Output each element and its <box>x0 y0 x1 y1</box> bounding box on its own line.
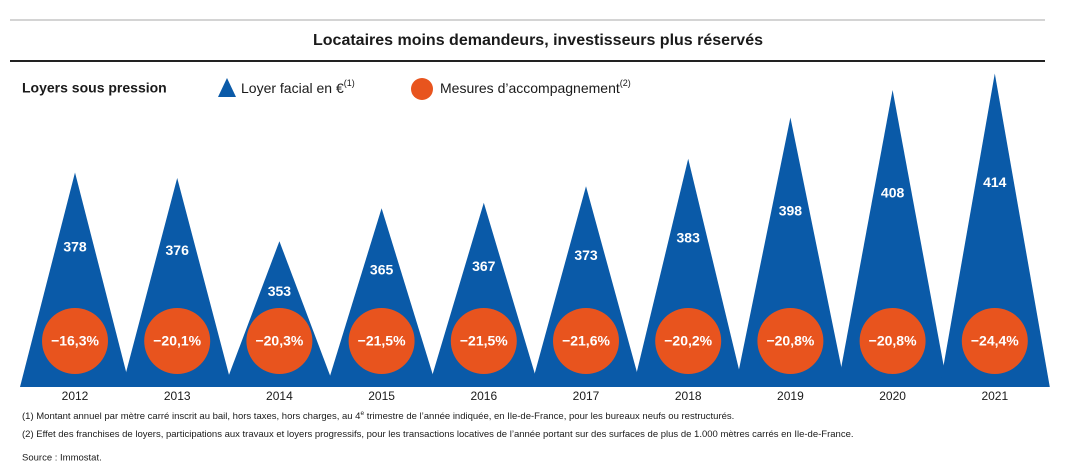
x-tick-label: 2014 <box>266 389 293 403</box>
legend-triangle <box>218 78 236 97</box>
subtitle: Loyers sous pression <box>22 80 167 96</box>
x-tick-label: 2016 <box>470 389 497 403</box>
rent-label: 373 <box>574 247 598 263</box>
rent-label: 367 <box>472 258 496 274</box>
x-tick-label: 2017 <box>573 389 600 403</box>
incentive-circle <box>246 308 313 374</box>
incentive-circle <box>655 308 722 374</box>
footnote-part: trimestre de l’année indiquée, en Ile-de… <box>364 411 734 422</box>
rent-label: 398 <box>779 203 803 219</box>
rent-triangle <box>735 117 846 387</box>
incentive-circle <box>859 308 926 374</box>
chart-title: Locataires moins demandeurs, investisseu… <box>313 32 763 49</box>
rent-label: 383 <box>677 229 701 245</box>
incentive-label: −21,5% <box>460 333 508 349</box>
incentive-label: −20,8% <box>869 333 917 349</box>
legend-note: (2) <box>620 78 631 88</box>
incentive-label: −20,8% <box>766 333 814 349</box>
rent-label: 376 <box>166 242 190 258</box>
footnote: (1) Montant annuel par mètre carré inscr… <box>22 410 734 422</box>
footnote-part: e <box>360 410 364 417</box>
legend-name: Mesures d’accompagnement <box>440 80 620 96</box>
footnote: (2) Effet des franchises de loyers, part… <box>22 429 854 440</box>
legend-note: (1) <box>344 78 355 88</box>
incentive-label: −20,1% <box>153 333 201 349</box>
incentive-label: −20,3% <box>255 333 303 349</box>
incentive-circle <box>42 308 108 374</box>
incentive-circle <box>348 308 415 374</box>
legend-circle <box>411 78 433 100</box>
incentive-label: −20,2% <box>664 333 712 349</box>
incentive-label: −21,6% <box>562 333 610 349</box>
legend-name: Loyer facial en € <box>241 80 344 96</box>
rent-label: 414 <box>983 174 1007 190</box>
x-tick-label: 2019 <box>777 389 804 403</box>
x-tick-label: 2015 <box>368 389 395 403</box>
incentive-circle <box>553 308 619 374</box>
footnote-part: (2) Effet des franchises de loyers, part… <box>22 429 854 440</box>
x-tick-label: 2013 <box>164 389 191 403</box>
incentive-label: −21,5% <box>358 333 406 349</box>
rent-label: 378 <box>63 238 87 254</box>
x-tick-label: 2012 <box>62 389 89 403</box>
source: Source : Immostat. <box>22 453 102 464</box>
incentive-circle <box>757 308 824 374</box>
incentive-circle <box>961 308 1028 374</box>
x-tick-label: 2021 <box>981 389 1008 403</box>
footnote-part: (1) Montant annuel par mètre carré inscr… <box>22 411 360 422</box>
rent-label: 353 <box>268 283 292 299</box>
rent-triangle <box>837 90 948 387</box>
incentive-circle <box>450 308 517 374</box>
incentive-circle <box>144 308 211 374</box>
x-tick-label: 2018 <box>675 389 702 403</box>
incentive-label: −16,3% <box>51 333 99 349</box>
rent-label: 365 <box>370 262 394 278</box>
legend-label: Loyer facial en €(1) <box>241 78 355 95</box>
legend-label: Mesures d’accompagnement(2) <box>440 78 631 95</box>
x-tick-label: 2020 <box>879 389 906 403</box>
rent-label: 408 <box>881 185 905 201</box>
incentive-label: −24,4% <box>971 333 1019 349</box>
rent-triangle <box>939 73 1050 387</box>
